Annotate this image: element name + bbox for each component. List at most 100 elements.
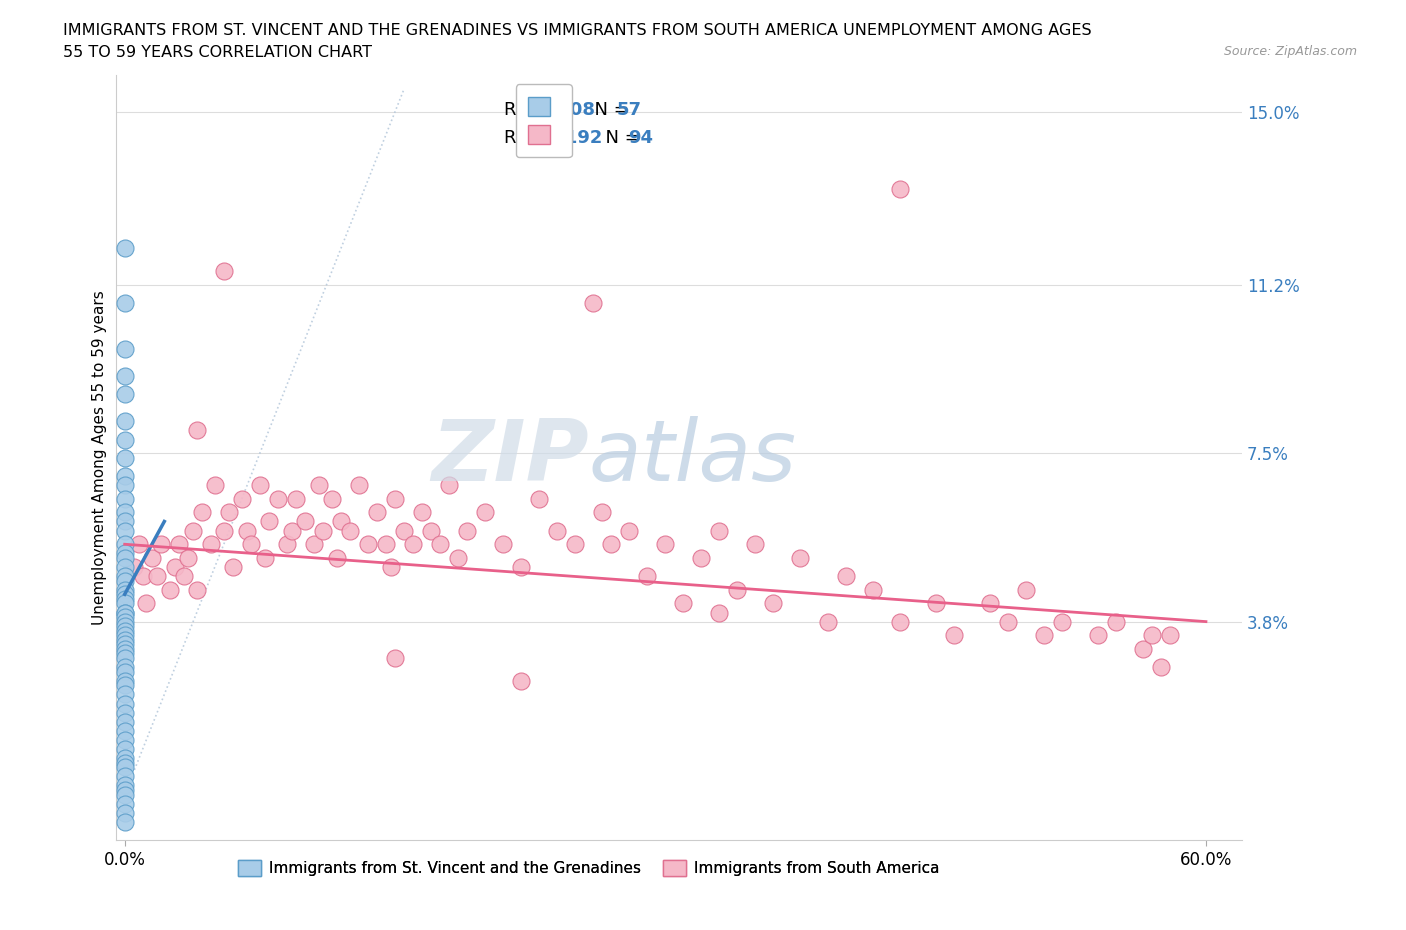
Point	[654, 537, 676, 551]
Point	[114, 341, 136, 356]
Point	[114, 714, 136, 729]
Point	[267, 491, 290, 506]
Point	[114, 596, 136, 611]
Point	[889, 181, 911, 196]
Point	[1150, 659, 1173, 674]
Point	[114, 505, 136, 520]
Point	[366, 505, 388, 520]
Point	[114, 491, 136, 506]
Point	[456, 524, 478, 538]
Point	[212, 524, 235, 538]
Point	[114, 632, 136, 647]
Point	[817, 614, 839, 629]
Point	[447, 551, 470, 565]
Point	[114, 524, 136, 538]
Point	[114, 623, 136, 638]
Point	[834, 568, 856, 583]
Point	[204, 478, 226, 493]
Legend: Immigrants from St. Vincent and the Grenadines, Immigrants from South America: Immigrants from St. Vincent and the Gren…	[232, 854, 946, 883]
Point	[600, 537, 623, 551]
Point	[114, 628, 136, 643]
Text: atlas: atlas	[589, 417, 797, 499]
Point	[564, 537, 586, 551]
Point	[672, 596, 695, 611]
Point	[114, 450, 136, 465]
Point	[114, 573, 136, 588]
Point	[1132, 642, 1154, 657]
Point	[1159, 628, 1181, 643]
Point	[114, 568, 136, 583]
Point	[114, 546, 136, 561]
Point	[114, 414, 136, 429]
Point	[173, 568, 195, 583]
Point	[636, 568, 658, 583]
Point	[114, 646, 136, 661]
Point	[167, 537, 190, 551]
Point	[276, 537, 298, 551]
Point	[329, 514, 352, 529]
Point	[510, 560, 533, 575]
Point	[997, 614, 1019, 629]
Point	[302, 537, 325, 551]
Point	[924, 596, 946, 611]
Point	[114, 587, 136, 602]
Point	[889, 614, 911, 629]
Point	[114, 755, 136, 770]
Point	[1140, 628, 1163, 643]
Point	[114, 618, 136, 633]
Point	[186, 582, 208, 597]
Point	[141, 551, 163, 565]
Point	[114, 560, 136, 575]
Point	[222, 560, 245, 575]
Point	[114, 605, 136, 620]
Point	[402, 537, 425, 551]
Point	[312, 524, 335, 538]
Point	[789, 551, 811, 565]
Point	[942, 628, 965, 643]
Point	[429, 537, 451, 551]
Text: ZIP: ZIP	[432, 417, 589, 499]
Point	[114, 637, 136, 652]
Point	[236, 524, 259, 538]
Point	[181, 524, 204, 538]
Text: R =: R =	[505, 129, 543, 147]
Point	[212, 264, 235, 279]
Point	[294, 514, 316, 529]
Point	[135, 596, 157, 611]
Point	[510, 673, 533, 688]
Point	[114, 733, 136, 748]
Point	[474, 505, 496, 520]
Point	[114, 782, 136, 797]
Point	[114, 673, 136, 688]
Text: 55 TO 59 YEARS CORRELATION CHART: 55 TO 59 YEARS CORRELATION CHART	[63, 45, 373, 60]
Point	[384, 651, 406, 666]
Point	[411, 505, 433, 520]
Text: 0.108: 0.108	[538, 100, 595, 119]
Point	[128, 537, 150, 551]
Point	[165, 560, 187, 575]
Point	[527, 491, 550, 506]
Point	[231, 491, 253, 506]
Point	[218, 505, 240, 520]
Point	[177, 551, 200, 565]
Point	[709, 524, 731, 538]
Point	[131, 568, 153, 583]
Point	[114, 787, 136, 802]
Point	[146, 568, 169, 583]
Point	[114, 537, 136, 551]
Point	[384, 491, 406, 506]
Point	[114, 368, 136, 383]
Point	[392, 524, 415, 538]
Text: R =: R =	[505, 100, 543, 119]
Text: N =: N =	[595, 129, 645, 147]
Point	[114, 514, 136, 529]
Point	[1032, 628, 1054, 643]
Point	[114, 760, 136, 775]
Point	[186, 423, 208, 438]
Point	[114, 805, 136, 820]
Point	[380, 560, 402, 575]
Point	[284, 491, 307, 506]
Point	[114, 432, 136, 447]
Point	[114, 296, 136, 311]
Point	[1015, 582, 1038, 597]
